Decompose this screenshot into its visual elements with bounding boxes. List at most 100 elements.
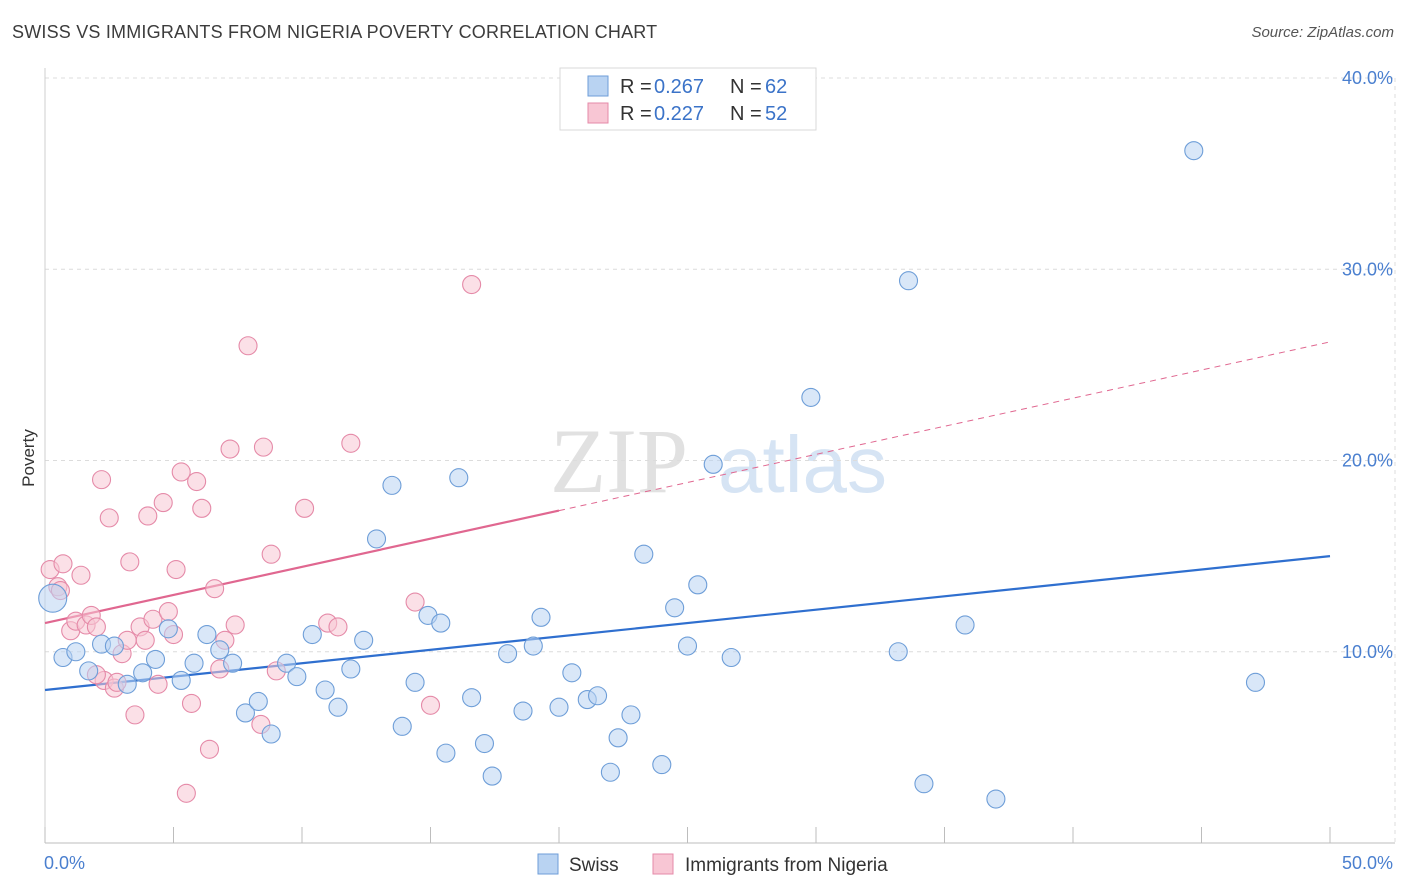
- point-nigeria: [53, 554, 73, 574]
- point-swiss: [587, 686, 608, 706]
- point-nigeria: [91, 470, 112, 490]
- point-nigeria: [187, 471, 207, 492]
- point-swiss: [117, 674, 137, 694]
- watermark-atlas: atlas: [718, 420, 887, 509]
- point-swiss: [1184, 141, 1204, 161]
- point-nigeria: [158, 602, 178, 622]
- y-tick-label: 20.0%: [1342, 451, 1393, 471]
- point-nigeria: [253, 437, 274, 457]
- bottom-legend-swatch-nigeria: [652, 853, 674, 875]
- y-axis-title: Poverty: [19, 429, 38, 487]
- point-swiss: [104, 636, 124, 656]
- point-swiss: [498, 644, 518, 664]
- legend-r-label-nigeria: R =: [620, 103, 652, 125]
- point-swiss: [261, 724, 281, 744]
- y-tick-label: 10.0%: [1342, 642, 1393, 662]
- point-swiss: [79, 661, 99, 681]
- point-swiss: [38, 583, 68, 613]
- point-swiss: [652, 755, 672, 775]
- point-swiss: [210, 640, 230, 660]
- point-nigeria: [153, 493, 173, 513]
- point-swiss: [986, 789, 1006, 809]
- axes: [44, 68, 1395, 844]
- point-nigeria: [328, 617, 348, 637]
- point-swiss: [801, 387, 821, 407]
- point-swiss: [133, 663, 153, 683]
- point-swiss: [235, 703, 256, 723]
- bottom-legend-label-swiss: Swiss: [569, 855, 619, 876]
- point-nigeria: [220, 439, 240, 459]
- point-swiss: [1245, 672, 1266, 692]
- point-swiss: [898, 271, 919, 291]
- point-swiss: [677, 636, 698, 656]
- point-swiss: [315, 680, 335, 700]
- point-swiss: [354, 630, 374, 650]
- point-swiss: [531, 607, 551, 627]
- point-swiss: [688, 575, 708, 595]
- point-swiss: [634, 544, 654, 564]
- point-swiss: [621, 705, 641, 725]
- point-nigeria: [181, 693, 202, 713]
- bottom-legend-label-nigeria: Immigrants from Nigeria: [685, 855, 888, 876]
- point-swiss: [171, 670, 191, 690]
- point-nigeria: [341, 433, 361, 453]
- point-nigeria: [462, 274, 482, 295]
- legend-r-value-swiss: 0.267: [654, 76, 704, 98]
- point-nigeria: [261, 544, 281, 564]
- legend-r-label-swiss: R =: [620, 76, 652, 98]
- point-swiss: [328, 697, 348, 717]
- point-swiss: [436, 743, 456, 763]
- point-swiss: [184, 653, 204, 673]
- point-swiss: [523, 636, 543, 656]
- data-points: [38, 141, 1266, 809]
- point-nigeria: [148, 674, 168, 694]
- legend-n-value-swiss: 62: [765, 76, 787, 98]
- point-swiss: [449, 468, 469, 488]
- point-swiss: [482, 766, 502, 786]
- trend-line-swiss: [44, 555, 1331, 692]
- point-nigeria: [295, 498, 315, 518]
- point-swiss: [197, 624, 217, 645]
- point-nigeria: [205, 579, 225, 599]
- point-swiss: [513, 701, 533, 721]
- point-swiss: [665, 598, 685, 618]
- point-nigeria: [420, 695, 441, 715]
- trend-lines: [44, 341, 1331, 692]
- chart-title: SWISS VS IMMIGRANTS FROM NIGERIA POVERTY…: [12, 22, 658, 42]
- point-swiss: [405, 672, 425, 692]
- x-tick-label-min: 0.0%: [44, 853, 85, 873]
- point-swiss: [341, 659, 361, 679]
- point-nigeria: [86, 617, 106, 637]
- point-swiss: [287, 667, 307, 687]
- point-swiss: [462, 688, 482, 708]
- point-nigeria: [238, 336, 258, 356]
- legend-n-label-swiss: N =: [730, 76, 762, 98]
- point-nigeria: [71, 565, 91, 585]
- point-swiss: [562, 663, 582, 683]
- watermark-zip: ZIP: [550, 410, 688, 512]
- point-nigeria: [192, 498, 212, 518]
- tick-labels: 10.0% 20.0% 30.0% 40.0% 0.0% 50.0%: [44, 68, 1393, 873]
- legend-n-value-nigeria: 52: [765, 103, 787, 125]
- legend-n-label-nigeria: N =: [730, 103, 762, 125]
- point-nigeria: [138, 506, 158, 526]
- point-nigeria: [225, 615, 245, 635]
- point-nigeria: [125, 705, 145, 725]
- point-swiss: [158, 619, 178, 639]
- point-swiss: [914, 774, 934, 794]
- legend-swatch-nigeria: [587, 102, 609, 124]
- point-swiss: [703, 454, 723, 474]
- point-nigeria: [143, 609, 163, 629]
- point-swiss: [474, 733, 495, 754]
- trend-line-nigeria: [44, 509, 560, 625]
- point-swiss: [223, 653, 243, 673]
- point-swiss: [600, 762, 620, 782]
- point-nigeria: [171, 462, 191, 482]
- point-nigeria: [166, 559, 186, 580]
- point-swiss: [955, 615, 975, 635]
- point-nigeria: [120, 552, 140, 572]
- point-nigeria: [176, 783, 196, 803]
- point-nigeria: [99, 508, 119, 528]
- point-nigeria: [405, 592, 425, 612]
